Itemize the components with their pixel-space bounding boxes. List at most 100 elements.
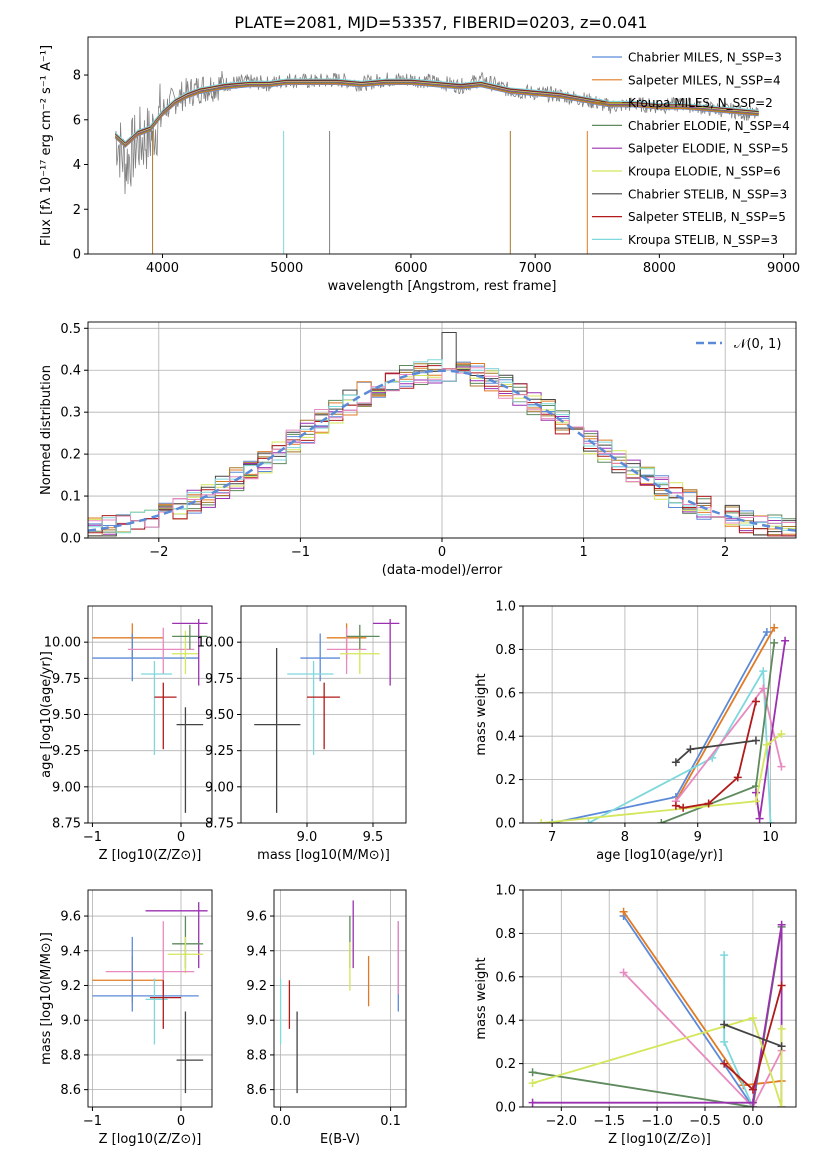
x-axis-label: (data-model)/error	[382, 563, 503, 578]
x-tick-label: 7000	[519, 261, 552, 276]
weight-line	[622, 971, 783, 1107]
x-axis-label: Z [log10(Z/Z⊙)]	[608, 1132, 711, 1147]
y-tick-label: 0.2	[495, 773, 516, 788]
x-tick-label: 8	[621, 830, 629, 845]
y-tick-label: 0.2	[60, 448, 81, 463]
y-tick-label: 8.75	[205, 817, 234, 832]
x-tick-label: 0	[438, 545, 446, 560]
y-tick-label: 9.6	[246, 910, 267, 925]
x-tick-label: −1.5	[593, 1114, 625, 1129]
x-tick-label: 0	[177, 830, 185, 845]
x-tick-label: 10	[762, 830, 779, 845]
plus-marker	[762, 628, 771, 637]
plot-frame	[240, 605, 407, 824]
spectrum-panel: 4000 5000 6000 7000 8000 9000 0 2 4 6 8 wavelength …	[39, 36, 800, 294]
y-tick-label: 4	[73, 158, 81, 173]
age-vs-mass-panel: 9.0 9.5 8.75 9.00 9.25 9.50 9.75 10.00 mass [log…	[197, 605, 407, 863]
plus-marker	[537, 819, 546, 823]
plus-marker	[751, 697, 760, 706]
plus-marker	[759, 667, 768, 676]
x-axis-label: age [log10(age/yr)]	[596, 848, 723, 863]
y-tick-label: 0.6	[495, 686, 516, 701]
y-tick-label: 0.3	[60, 406, 81, 421]
plot-frame	[87, 605, 213, 824]
x-tick-label: −1	[83, 830, 102, 845]
y-tick-label: 8.8	[246, 1048, 267, 1063]
y-tick-label: 2	[73, 203, 81, 218]
y-axis-label: mass weight	[474, 957, 489, 1039]
plus-marker	[720, 951, 729, 960]
plot-frame	[522, 605, 797, 824]
y-tick-label: 0.6	[495, 970, 516, 985]
y-tick-label: 1.0	[495, 884, 516, 899]
y-tick-label: 1.0	[495, 600, 516, 615]
plus-marker	[671, 801, 680, 810]
y-tick-label: 8.8	[60, 1048, 81, 1063]
plus-marker	[759, 684, 768, 693]
plus-marker	[777, 762, 786, 771]
figure-title: PLATE=2081, MJD=53357, FIBERID=0203, z=0…	[234, 13, 647, 32]
legend-label: 𝒩(0, 1)	[734, 337, 781, 352]
plus-marker	[751, 736, 760, 745]
plus-marker	[584, 819, 593, 823]
y-tick-label: 0.0	[495, 1101, 516, 1116]
plot-frame	[273, 889, 407, 1108]
x-axis-label: E(B-V)	[320, 1132, 360, 1147]
plot-frame	[87, 36, 797, 255]
age-vs-metallicity-panel: −1 0 8.75 9.00 9.25 9.50 9.75 10.00 Z [log10(Z/Z…	[39, 605, 213, 863]
plus-marker	[770, 623, 779, 632]
x-tick-label: −1	[83, 1114, 102, 1129]
residual-histogram-panel: −2 −1 0 1 2 0.0 0.1 0.2 0.3 0.4 0.5 (data-model)/er…	[39, 321, 797, 578]
x-tick-label: 9	[694, 830, 702, 845]
legend-label: Chabrier MILES, N_SSP=3	[628, 51, 782, 65]
x-tick-label: 9000	[767, 261, 800, 276]
plus-marker	[777, 1024, 786, 1033]
mass-weight-vs-age-panel: 7 8 9 10 0.0 0.2 0.4 0.6 0.8 1.0 age [log10(age/yr…	[474, 600, 797, 863]
legend-label: Salpeter ELODIE, N_SSP=5	[628, 142, 789, 156]
weight-line	[588, 668, 772, 823]
error-bars	[254, 619, 400, 813]
model-spectrum-line	[114, 82, 759, 147]
mass-vs-metallicity-panel: −1 0 8.6 8.8 9.0 9.2 9.4 9.6 Z [log10(Z/Z⊙)] mass…	[39, 889, 213, 1147]
plus-marker	[748, 1085, 757, 1094]
plus-marker	[755, 814, 764, 823]
plus-marker	[671, 758, 680, 767]
y-tick-label: 0.5	[60, 322, 81, 337]
plus-marker	[748, 1014, 757, 1023]
y-axis-label: mass [log10(M/M⊙)]	[39, 932, 54, 1065]
legend-label: Chabrier ELODIE, N_SSP=4	[628, 119, 790, 133]
weight-line	[622, 911, 782, 1087]
x-tick-label: −0.5	[689, 1114, 721, 1129]
y-tick-label: 9.50	[205, 708, 234, 723]
y-tick-label: 0	[73, 248, 81, 263]
legend-label: Salpeter STELIB, N_SSP=5	[628, 210, 786, 224]
error-bars	[92, 902, 208, 1094]
model-spectrum-line	[114, 81, 759, 146]
y-tick-label: 10.00	[44, 636, 81, 651]
x-axis-label: Z [log10(Z/Z⊙)]	[99, 848, 202, 863]
plus-marker	[548, 819, 557, 823]
legend-label: Kroupa MILES, N_SSP=2	[628, 96, 773, 110]
y-tick-label: 10.00	[197, 636, 234, 651]
y-axis-label: Flux [fλ 10⁻¹⁷ erg cm⁻² s⁻¹ A⁻¹]	[39, 45, 54, 246]
error-bars	[279, 900, 399, 1094]
plus-marker	[781, 636, 790, 645]
plus-marker	[766, 819, 775, 823]
mass-vs-extinction-panel: 0.0 0.1 8.6 8.8 9.0 9.2 9.4 9.6 E(B-V)	[246, 889, 407, 1147]
normal-reference-curve	[88, 369, 796, 532]
x-tick-label: −1.0	[641, 1114, 673, 1129]
model-spectrum-line	[114, 81, 759, 146]
y-tick-label: 0.2	[495, 1057, 516, 1072]
y-tick-label: 0.4	[495, 1014, 516, 1029]
plot-frame	[87, 321, 797, 539]
plus-marker	[733, 773, 742, 782]
plus-marker	[751, 788, 760, 797]
x-tick-label: −1	[291, 545, 310, 560]
y-tick-label: 9.00	[205, 780, 234, 795]
y-axis-label: Normed distribution	[39, 365, 54, 495]
y-tick-label: 0.1	[60, 490, 81, 505]
plus-marker	[777, 981, 786, 990]
y-tick-label: 9.2	[246, 979, 267, 994]
weight-line	[723, 1023, 782, 1048]
y-tick-label: 0.4	[495, 730, 516, 745]
